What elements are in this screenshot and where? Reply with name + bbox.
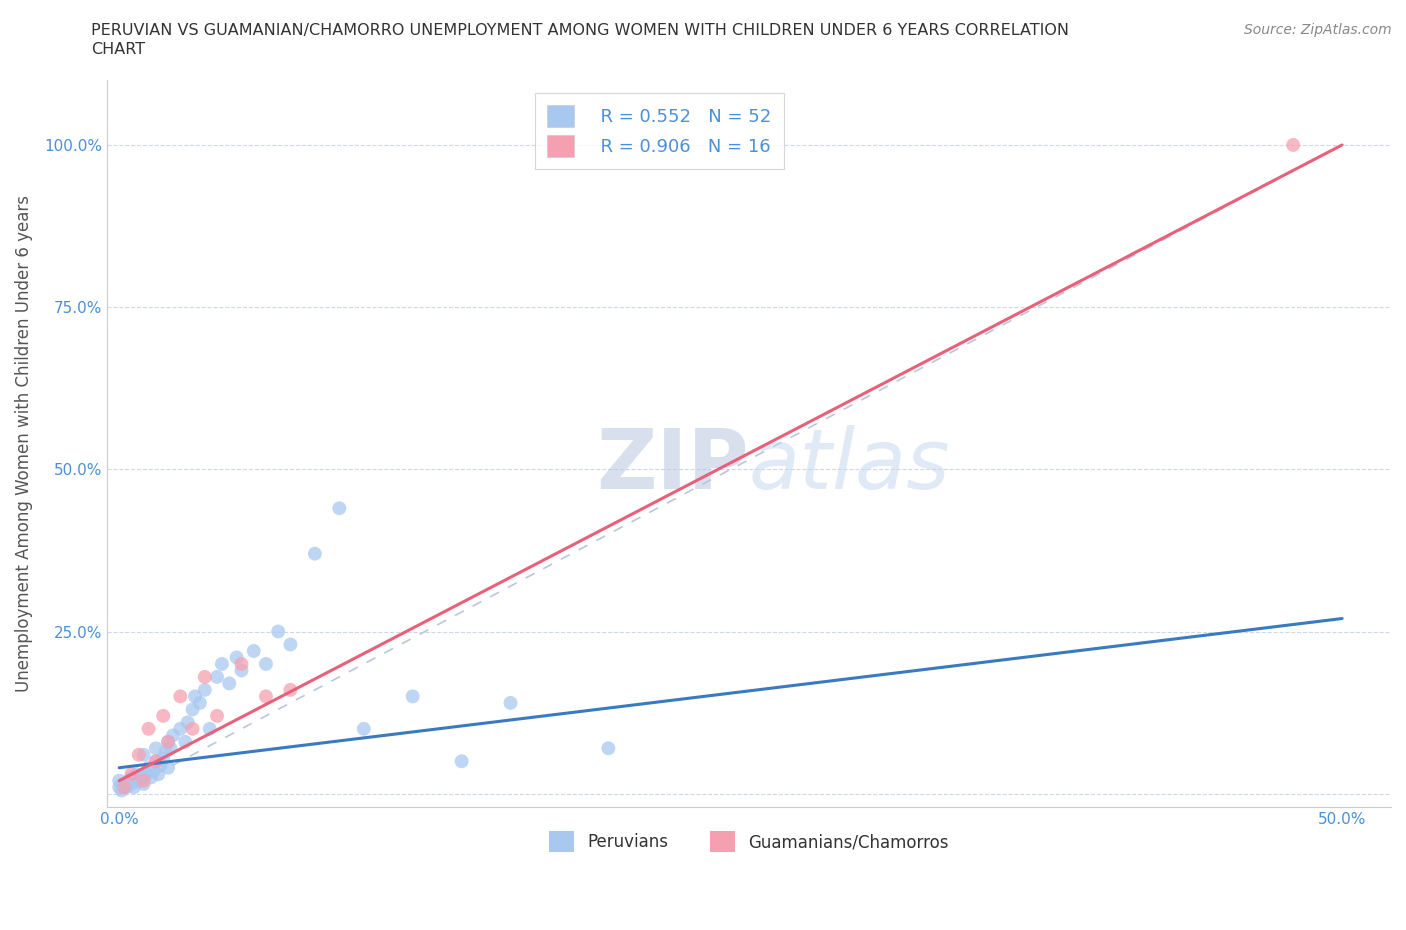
Point	[145, 754, 167, 769]
Point	[149, 757, 172, 772]
Point	[174, 735, 197, 750]
Point	[169, 689, 191, 704]
Point	[120, 777, 142, 791]
Point	[194, 670, 217, 684]
Point	[152, 751, 174, 765]
Point	[125, 767, 148, 782]
Point	[176, 715, 198, 730]
Point	[120, 767, 142, 782]
Point	[148, 767, 170, 782]
Point	[188, 696, 211, 711]
Point	[254, 657, 277, 671]
Text: PERUVIAN VS GUAMANIAN/CHAMORRO UNEMPLOYMENT AMONG WOMEN WITH CHILDREN UNDER 6 YE: PERUVIAN VS GUAMANIAN/CHAMORRO UNEMPLOYM…	[91, 23, 1070, 38]
Point	[152, 709, 174, 724]
Point	[254, 689, 277, 704]
Point	[138, 761, 160, 776]
Point	[162, 728, 184, 743]
Point	[231, 663, 253, 678]
Point	[157, 761, 180, 776]
Point	[108, 779, 131, 794]
Point	[112, 777, 135, 791]
Point	[129, 770, 152, 785]
Point	[108, 773, 131, 788]
Text: ZIP: ZIP	[596, 425, 749, 506]
Point	[111, 783, 134, 798]
Point	[194, 683, 217, 698]
Point	[135, 767, 157, 782]
Point	[499, 696, 522, 711]
Point	[598, 741, 620, 756]
Point	[122, 779, 145, 794]
Point	[128, 748, 150, 763]
Point	[139, 770, 162, 785]
Point	[450, 754, 472, 769]
Point	[112, 779, 135, 794]
Point	[205, 670, 228, 684]
Text: CHART: CHART	[91, 42, 145, 57]
Legend: Peruvians, Guamanians/Chamorros: Peruvians, Guamanians/Chamorros	[541, 823, 957, 860]
Point	[138, 722, 160, 737]
Point	[184, 689, 207, 704]
Point	[198, 722, 221, 737]
Point	[157, 735, 180, 750]
Point	[132, 777, 155, 791]
Point	[304, 546, 326, 561]
Point	[155, 744, 177, 759]
Point	[145, 741, 167, 756]
Text: atlas: atlas	[749, 425, 950, 506]
Point	[280, 683, 302, 698]
Point	[267, 624, 290, 639]
Point	[225, 650, 247, 665]
Point	[159, 741, 181, 756]
Point	[181, 702, 204, 717]
Point	[205, 709, 228, 724]
Point	[353, 722, 375, 737]
Point	[211, 657, 233, 671]
Point	[157, 735, 180, 750]
Point	[231, 657, 253, 671]
Point	[145, 754, 167, 769]
Point	[142, 764, 165, 778]
Point	[120, 770, 142, 785]
Text: Source: ZipAtlas.com: Source: ZipAtlas.com	[1244, 23, 1392, 37]
Point	[169, 722, 191, 737]
Point	[280, 637, 302, 652]
Point	[118, 773, 141, 788]
Y-axis label: Unemployment Among Women with Children Under 6 years: Unemployment Among Women with Children U…	[15, 195, 32, 692]
Point	[132, 773, 155, 788]
Point	[402, 689, 425, 704]
Point	[218, 676, 240, 691]
Point	[115, 779, 138, 794]
Point	[242, 644, 264, 658]
Point	[1282, 138, 1305, 153]
Point	[328, 501, 350, 516]
Point	[128, 773, 150, 788]
Point	[132, 748, 155, 763]
Point	[181, 722, 204, 737]
